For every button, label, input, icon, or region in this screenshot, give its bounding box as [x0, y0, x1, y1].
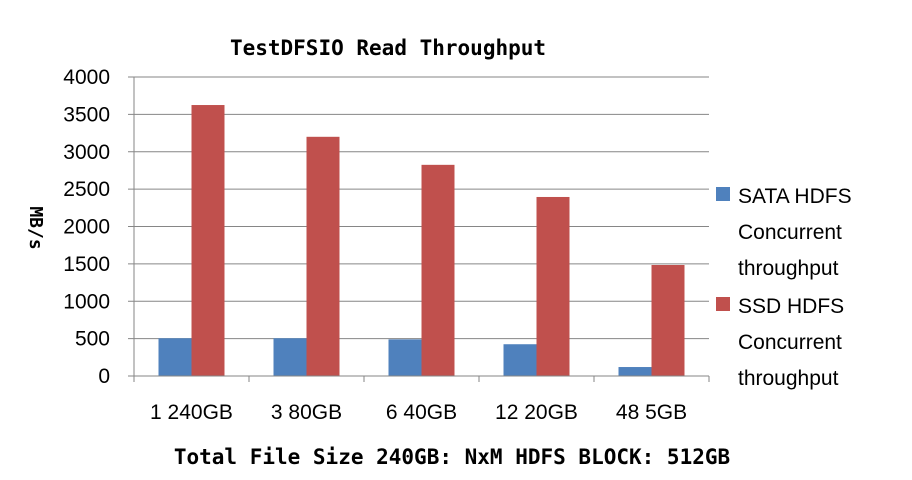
- x-tick-labels: 1 240GB 3 80GB 6 40GB 12 20GB 48 5GB: [150, 401, 687, 424]
- y-tick-label: 3000: [63, 141, 110, 164]
- bar-sata: [388, 339, 422, 376]
- x-tick-label: 6 40GB: [386, 401, 457, 424]
- y-tick-label: 3500: [63, 103, 110, 126]
- y-tick-labels: 0 500 1000 1500 2000 2500 3000 3500 4000: [63, 66, 110, 388]
- y-tick-label: 2000: [63, 216, 110, 239]
- x-tick-label: 1 240GB: [150, 401, 233, 424]
- legend-label: SSD HDFS: [738, 295, 844, 318]
- bar-ssd: [191, 105, 225, 376]
- y-tick-label: 2500: [63, 178, 110, 201]
- legend-label: throughput: [738, 257, 839, 280]
- bar-ssd: [306, 136, 340, 376]
- x-tick-label: 12 20GB: [495, 401, 578, 424]
- bar-ssd: [651, 264, 685, 376]
- bar-ssd: [421, 164, 455, 376]
- y-tick-label: 0: [98, 365, 110, 388]
- bar-ssd: [536, 196, 570, 376]
- x-tick-label: 3 80GB: [271, 401, 342, 424]
- legend-label: Concurrent: [738, 221, 842, 244]
- legend-label: SATA HDFS: [738, 185, 852, 208]
- bars: [158, 105, 685, 376]
- bar-sata: [503, 344, 537, 376]
- y-tick-label: 1000: [63, 290, 110, 313]
- legend-swatch: [716, 187, 730, 201]
- chart-title: TestDFSIO Read Throughput: [230, 36, 546, 60]
- bar-sata: [618, 367, 652, 376]
- legend: SATA HDFS Concurrent throughput SSD HDFS Con…: [716, 185, 852, 390]
- y-tick-label: 1500: [63, 253, 110, 276]
- legend-label: throughput: [738, 367, 839, 390]
- x-tick-label: 48 5GB: [616, 401, 687, 424]
- y-tick-label: 500: [75, 328, 110, 351]
- bar-sata: [273, 338, 307, 376]
- bar-sata: [158, 338, 192, 376]
- legend-label: Concurrent: [738, 331, 842, 354]
- legend-swatch: [716, 297, 730, 311]
- x-axis: [133, 375, 710, 382]
- x-axis-label: Total File Size 240GB: NxM HDFS BLOCK: 5…: [174, 445, 730, 469]
- y-axis-label: MB/s: [25, 206, 46, 249]
- y-tick-label: 4000: [63, 66, 110, 89]
